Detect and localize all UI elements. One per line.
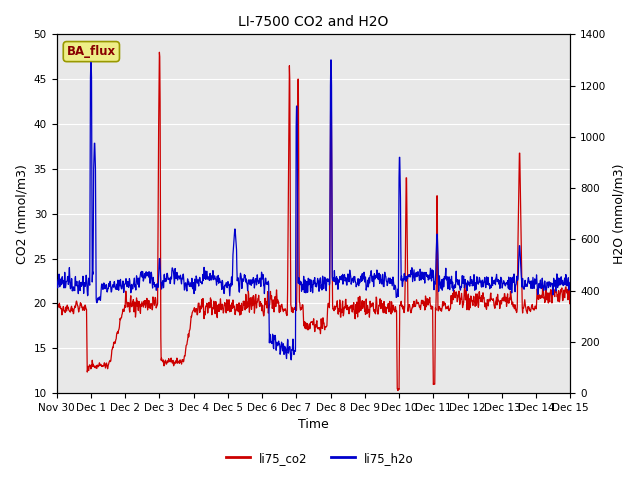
- Legend: li75_co2, li75_h2o: li75_co2, li75_h2o: [221, 447, 419, 469]
- Text: BA_flux: BA_flux: [67, 45, 116, 58]
- Title: LI-7500 CO2 and H2O: LI-7500 CO2 and H2O: [238, 15, 388, 29]
- X-axis label: Time: Time: [298, 419, 329, 432]
- Y-axis label: CO2 (mmol/m3): CO2 (mmol/m3): [15, 164, 28, 264]
- Y-axis label: H2O (mmol/m3): H2O (mmol/m3): [612, 164, 625, 264]
